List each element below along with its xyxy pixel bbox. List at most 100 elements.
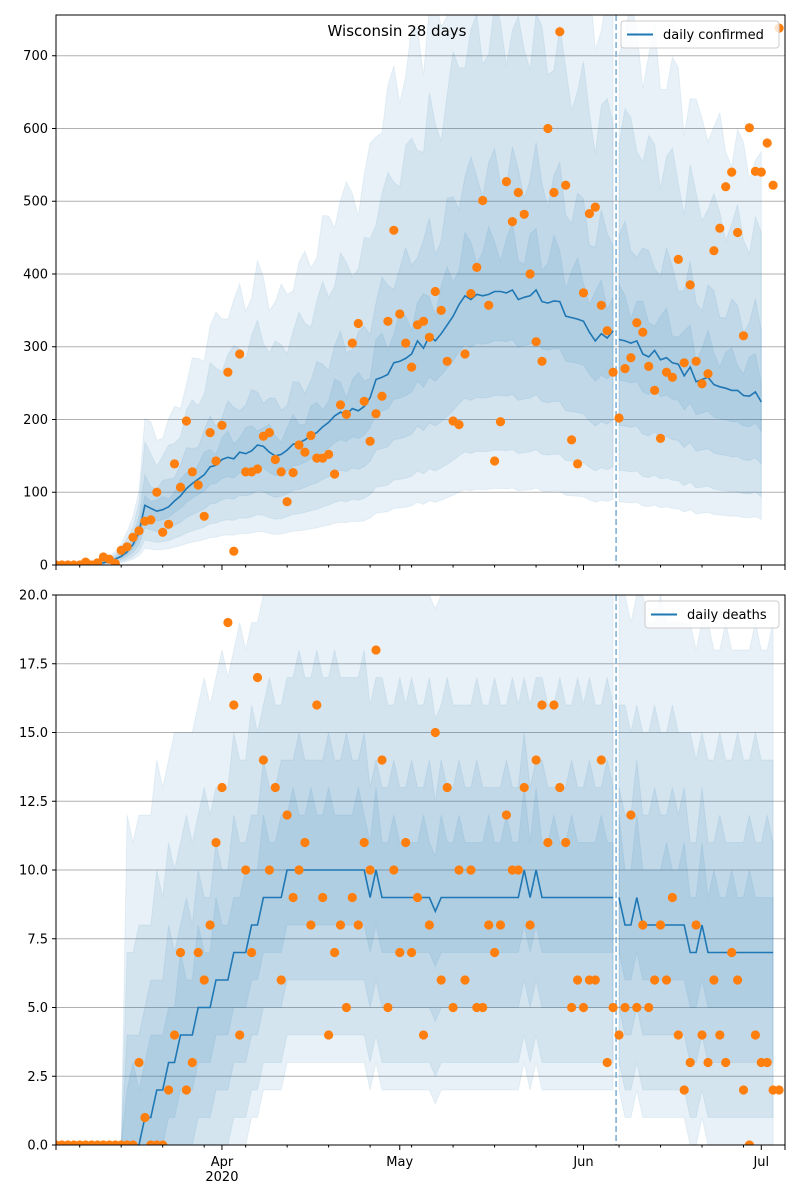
observed-point bbox=[715, 1030, 725, 1040]
observed-point bbox=[578, 288, 589, 298]
observed-point bbox=[644, 1002, 654, 1013]
observed-point bbox=[620, 1002, 630, 1013]
observed-point bbox=[418, 316, 429, 326]
observed-point bbox=[211, 837, 221, 848]
observed-point bbox=[407, 362, 417, 372]
observed-point bbox=[294, 440, 304, 450]
observed-point bbox=[164, 519, 174, 529]
observed-point bbox=[199, 511, 209, 521]
observed-point bbox=[721, 182, 731, 192]
observed-point bbox=[341, 409, 351, 419]
observed-point bbox=[590, 975, 600, 985]
observed-point bbox=[335, 400, 346, 410]
observed-point bbox=[709, 975, 719, 985]
observed-point bbox=[537, 700, 547, 710]
observed-point bbox=[596, 300, 606, 310]
observed-point bbox=[549, 187, 559, 198]
observed-point bbox=[169, 459, 180, 469]
observed-point bbox=[193, 947, 203, 958]
observed-point bbox=[626, 353, 636, 363]
observed-point bbox=[205, 428, 215, 438]
observed-point bbox=[460, 975, 470, 985]
observed-point bbox=[667, 892, 678, 903]
observed-point bbox=[288, 468, 298, 478]
observed-point bbox=[727, 947, 737, 958]
observed-point bbox=[454, 865, 464, 875]
observed-point bbox=[92, 558, 103, 565]
observed-point bbox=[614, 413, 624, 423]
observed-point bbox=[513, 865, 523, 875]
observed-point bbox=[389, 225, 399, 235]
observed-point bbox=[673, 1030, 683, 1040]
observed-point bbox=[679, 1085, 689, 1095]
observed-point bbox=[324, 449, 334, 459]
observed-point bbox=[460, 349, 470, 359]
observed-point bbox=[158, 1140, 168, 1145]
median-line bbox=[56, 288, 614, 565]
observed-point bbox=[175, 947, 186, 958]
observed-point bbox=[223, 367, 233, 377]
legend: daily confirmed bbox=[620, 20, 780, 49]
observed-point bbox=[513, 187, 523, 198]
observed-point bbox=[738, 1085, 749, 1095]
y-tick-label: 17.5 bbox=[19, 657, 48, 672]
observed-point bbox=[697, 379, 707, 389]
y-tick-label: 0 bbox=[40, 559, 48, 574]
legend: daily deaths bbox=[644, 600, 780, 629]
x-tick-label: Jun bbox=[572, 1155, 593, 1170]
observed-point bbox=[436, 975, 446, 985]
observed-point bbox=[193, 480, 203, 490]
observed-point bbox=[567, 435, 577, 445]
observed-point bbox=[573, 459, 583, 469]
y-tick-label: 500 bbox=[23, 195, 48, 210]
observed-point bbox=[294, 865, 304, 875]
observed-point bbox=[175, 482, 186, 492]
observed-point bbox=[442, 782, 452, 793]
observed-point bbox=[407, 947, 417, 958]
observed-point bbox=[590, 202, 600, 212]
observed-point bbox=[217, 420, 227, 430]
observed-point bbox=[264, 865, 274, 875]
observed-point bbox=[276, 975, 286, 985]
observed-point bbox=[466, 865, 476, 875]
observed-point bbox=[466, 289, 476, 299]
observed-point bbox=[525, 920, 535, 930]
observed-point bbox=[146, 515, 156, 525]
observed-point bbox=[549, 700, 559, 710]
observed-point bbox=[164, 1085, 174, 1095]
observed-point bbox=[596, 755, 606, 765]
observed-point bbox=[282, 497, 292, 507]
median-line bbox=[618, 338, 762, 403]
observed-point bbox=[134, 526, 144, 536]
legend-box bbox=[644, 600, 780, 629]
observed-point bbox=[638, 920, 648, 930]
observed-point bbox=[762, 1057, 772, 1068]
observed-point bbox=[744, 1140, 754, 1145]
observed-point bbox=[519, 209, 529, 219]
observed-point bbox=[217, 782, 227, 793]
y-tick-label: 12.5 bbox=[19, 795, 48, 810]
uncertainty-band-outer bbox=[618, 107, 762, 498]
x-tick-label: Apr bbox=[211, 1155, 234, 1170]
observed-point bbox=[608, 1002, 618, 1013]
observed-point bbox=[365, 436, 375, 446]
observed-point bbox=[620, 364, 630, 374]
y-tick-label: 600 bbox=[23, 122, 48, 137]
observed-point bbox=[241, 865, 251, 875]
observed-point bbox=[756, 167, 766, 177]
observed-point bbox=[424, 920, 434, 930]
observed-point bbox=[555, 782, 565, 793]
observed-point bbox=[347, 338, 357, 348]
observed-point bbox=[353, 318, 363, 329]
observed-point bbox=[715, 223, 725, 233]
observed-point bbox=[537, 356, 547, 366]
axes-frame bbox=[55, 14, 786, 566]
uncertainty-band-outermost bbox=[56, 15, 614, 565]
observed-point bbox=[181, 416, 191, 426]
observed-point bbox=[531, 337, 541, 347]
y-tick-label: 100 bbox=[23, 486, 48, 501]
observed-point bbox=[383, 316, 393, 326]
observed-point bbox=[638, 327, 648, 337]
observed-point bbox=[679, 358, 689, 368]
uncertainty-band-mid bbox=[618, 759, 774, 1063]
